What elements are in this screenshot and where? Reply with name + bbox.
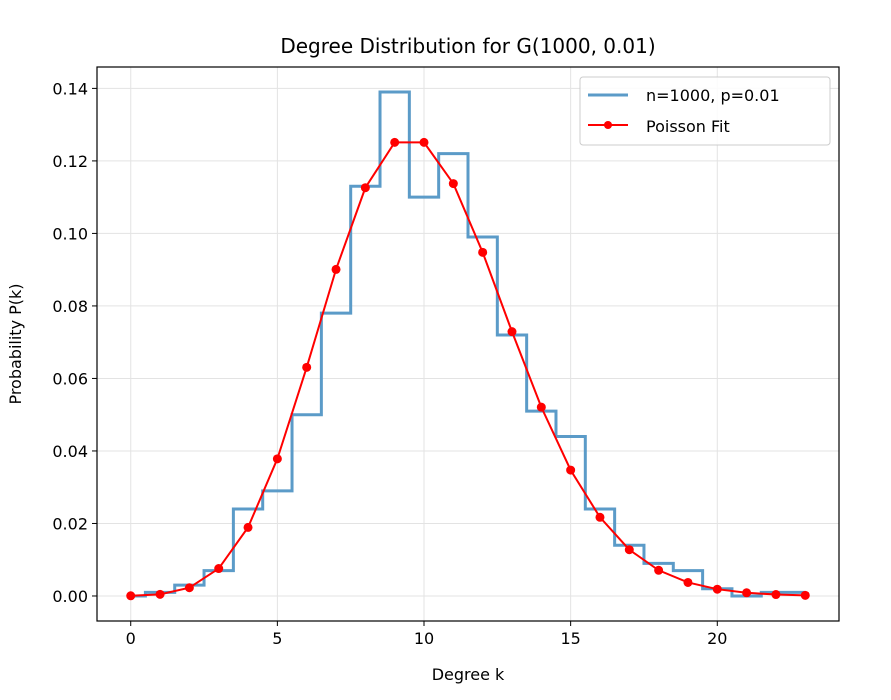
poisson-point xyxy=(155,589,165,599)
poisson-point xyxy=(272,454,282,464)
y-tick-label: 0.12 xyxy=(52,152,88,171)
poisson-point xyxy=(507,327,517,337)
poisson-point xyxy=(683,577,693,587)
series-histogram-step xyxy=(130,90,806,598)
series-poisson-line xyxy=(130,141,806,597)
poisson-point xyxy=(712,584,722,594)
poisson-point xyxy=(771,590,781,600)
legend-box xyxy=(579,76,831,146)
axis-ticks: 0 5 10 15 20 0.00 0.02 0.04 0.06 0.08 0.10 0.12 0.14 xyxy=(52,79,727,648)
poisson-point xyxy=(184,583,194,593)
y-tick-label: 0.04 xyxy=(52,442,88,461)
x-tick-label: 15 xyxy=(560,629,580,648)
y-tick-label: 0.00 xyxy=(52,587,88,606)
poisson-point xyxy=(419,137,429,147)
y-axis-title: Probability P(k) xyxy=(6,283,25,404)
x-tick-label: 10 xyxy=(414,629,434,648)
y-tick-label: 0.02 xyxy=(52,514,88,533)
y-tick-label: 0.08 xyxy=(52,297,88,316)
poisson-point xyxy=(302,362,312,372)
legend: n=1000, p=0.01 Poisson Fit xyxy=(579,76,831,146)
legend-marker-poisson xyxy=(604,121,612,129)
x-tick-label: 20 xyxy=(707,629,727,648)
poisson-point xyxy=(800,590,810,600)
plot-series xyxy=(126,90,810,601)
chart-title: Degree Distribution for G(1000, 0.01) xyxy=(280,34,655,58)
poisson-point xyxy=(742,588,752,598)
poisson-point xyxy=(243,522,253,532)
poisson-point xyxy=(624,545,634,555)
poisson-point xyxy=(360,183,370,193)
poisson-point xyxy=(595,512,605,522)
legend-label-histogram: n=1000, p=0.01 xyxy=(646,86,780,105)
legend-label-poisson: Poisson Fit xyxy=(646,117,730,136)
x-tick-label: 0 xyxy=(126,629,136,648)
x-axis-title: Degree k xyxy=(432,665,505,684)
x-tick-label: 5 xyxy=(272,629,282,648)
y-tick-label: 0.06 xyxy=(52,369,88,388)
poisson-point xyxy=(566,465,576,475)
poisson-point xyxy=(654,565,664,575)
poisson-point xyxy=(478,247,488,257)
plot-frame xyxy=(96,66,840,622)
poisson-point xyxy=(126,591,136,601)
y-tick-label: 0.10 xyxy=(52,224,88,243)
poisson-point xyxy=(448,179,458,189)
poisson-point xyxy=(331,264,341,274)
poisson-point xyxy=(390,137,400,147)
y-tick-label: 0.14 xyxy=(52,79,88,98)
poisson-point xyxy=(536,402,546,412)
poisson-point xyxy=(214,564,224,574)
